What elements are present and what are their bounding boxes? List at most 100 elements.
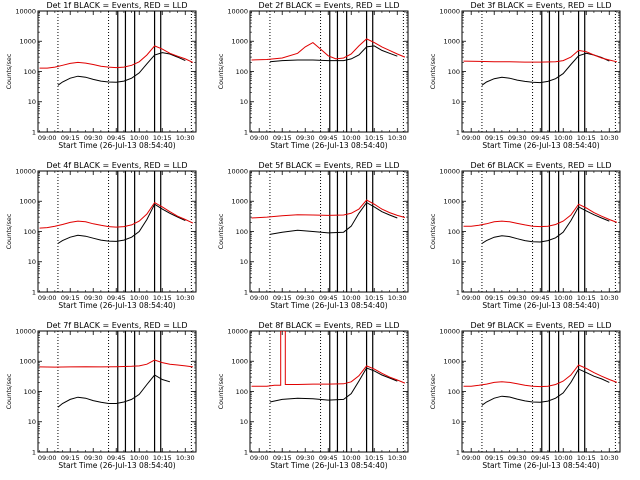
plot-frame xyxy=(249,330,409,453)
x-axis-label: Start Time (26-Jul-13 08:54:40) xyxy=(58,461,175,470)
x-tick-label: 09:15 xyxy=(273,134,292,142)
panel-1: 1 10 100 1000 10000 09:00 09:15 09:30 09:45 10:00… xyxy=(5,1,197,150)
x-tick-label: 10:15 xyxy=(153,294,172,302)
y-tick-label: 1000 xyxy=(19,38,36,46)
y-axis-label: Counts/sec xyxy=(5,213,13,249)
y-axis-label: Counts/sec xyxy=(5,53,13,89)
x-tick-label: 09:30 xyxy=(508,134,527,142)
y-tick-label: 100 xyxy=(236,388,248,396)
x-tick-label: 09:30 xyxy=(296,294,315,302)
plot-frame xyxy=(37,330,197,453)
series-line-red xyxy=(463,203,618,228)
x-tick-label: 09:15 xyxy=(485,454,504,462)
panel-5: 1 10 100 1000 10000 09:00 09:15 09:30 09:45 10:00… xyxy=(217,161,409,310)
y-tick-label: 100 xyxy=(448,68,460,76)
x-axis-label: Start Time (26-Jul-13 08:54:40) xyxy=(58,301,175,310)
x-tick-label: 10:30 xyxy=(600,134,619,142)
chart-title: Det 9f BLACK = Events, RED = LLD xyxy=(470,321,611,330)
plot-frame xyxy=(461,10,621,133)
x-tick-label: 10:15 xyxy=(365,134,384,142)
y-tick-label: 1 xyxy=(244,448,248,456)
y-tick-label: 10 xyxy=(28,418,36,426)
x-tick-label: 09:00 xyxy=(462,294,481,302)
chart-title: Det 3f BLACK = Events, RED = LLD xyxy=(470,1,611,10)
series-line-black xyxy=(57,374,171,408)
plot-frame xyxy=(37,10,197,133)
data-area xyxy=(463,331,618,452)
panel-9: 1 10 100 1000 10000 09:00 09:15 09:30 09:45 10:00… xyxy=(429,321,621,470)
panel-7: 1 10 100 1000 10000 09:00 09:15 09:30 09:45 10:00… xyxy=(5,321,197,470)
x-tick-label: 09:15 xyxy=(273,454,292,462)
y-tick-label: 10 xyxy=(240,98,248,106)
series-line-red xyxy=(39,201,194,229)
series-line-black xyxy=(269,45,398,63)
x-tick-label: 10:30 xyxy=(176,294,195,302)
x-tick-label: 10:30 xyxy=(600,454,619,462)
y-tick-label: 10 xyxy=(28,98,36,106)
series-line-red xyxy=(39,359,193,368)
x-tick-label: 09:00 xyxy=(462,454,481,462)
chart-title: Det 1f BLACK = Events, RED = LLD xyxy=(46,1,187,10)
series-line-black xyxy=(481,206,610,244)
series-line-black xyxy=(57,52,186,86)
y-axis-label: Counts/sec xyxy=(429,213,437,249)
data-area xyxy=(39,11,194,132)
series-line-black xyxy=(269,201,398,235)
y-tick-label: 1000 xyxy=(231,358,248,366)
series-line-red xyxy=(463,364,618,388)
x-tick-label: 10:15 xyxy=(153,134,172,142)
x-tick-label: 09:45 xyxy=(319,134,338,142)
y-tick-label: 10000 xyxy=(439,327,460,335)
x-tick-label: 10:15 xyxy=(153,454,172,462)
y-tick-label: 1000 xyxy=(19,358,36,366)
panel-2: 1 10 100 1000 10000 09:00 09:15 09:30 09:45 10:00… xyxy=(217,1,409,150)
x-tick-label: 09:00 xyxy=(38,134,57,142)
y-axis-label: Counts/sec xyxy=(217,53,225,89)
plot-frame xyxy=(37,170,197,293)
y-tick-label: 10000 xyxy=(15,167,36,175)
chart-title: Det 7f BLACK = Events, RED = LLD xyxy=(46,321,187,330)
x-tick-label: 10:15 xyxy=(577,454,596,462)
x-tick-label: 09:45 xyxy=(531,134,550,142)
y-tick-label: 10000 xyxy=(15,327,36,335)
series-line-red xyxy=(463,49,618,63)
y-tick-label: 10 xyxy=(240,418,248,426)
series-line-black xyxy=(269,367,398,403)
x-tick-label: 10:00 xyxy=(554,294,573,302)
x-tick-label: 10:00 xyxy=(130,454,149,462)
x-tick-label: 09:00 xyxy=(462,134,481,142)
plot-frame xyxy=(461,170,621,293)
y-tick-label: 100 xyxy=(236,228,248,236)
y-tick-label: 10 xyxy=(452,98,460,106)
x-tick-label: 10:15 xyxy=(365,294,384,302)
y-tick-label: 1000 xyxy=(231,198,248,206)
x-tick-label: 09:30 xyxy=(296,134,315,142)
x-tick-label: 09:45 xyxy=(107,134,126,142)
chart-title: Det 4f BLACK = Events, RED = LLD xyxy=(46,161,187,170)
chart-title: Det 2f BLACK = Events, RED = LLD xyxy=(258,1,399,10)
x-tick-label: 10:30 xyxy=(388,294,407,302)
x-tick-label: 10:30 xyxy=(388,134,407,142)
x-tick-label: 10:30 xyxy=(388,454,407,462)
plot-frame xyxy=(249,10,409,133)
y-tick-label: 10000 xyxy=(227,327,248,335)
chart-title: Det 8f BLACK = Events, RED = LLD xyxy=(258,321,399,330)
y-tick-label: 1 xyxy=(456,128,460,136)
panel-6: 1 10 100 1000 10000 09:00 09:15 09:30 09:45 10:00… xyxy=(429,161,621,310)
y-tick-label: 100 xyxy=(236,68,248,76)
y-tick-label: 10000 xyxy=(15,7,36,15)
y-tick-label: 10000 xyxy=(439,7,460,15)
x-tick-label: 09:00 xyxy=(250,454,269,462)
x-tick-label: 10:30 xyxy=(176,134,195,142)
y-tick-label: 100 xyxy=(24,68,36,76)
data-area xyxy=(39,171,194,292)
x-axis-label: Start Time (26-Jul-13 08:54:40) xyxy=(58,141,175,150)
x-axis-label: Start Time (26-Jul-13 08:54:40) xyxy=(270,141,387,150)
chart-title: Det 6f BLACK = Events, RED = LLD xyxy=(470,161,611,170)
x-tick-label: 09:15 xyxy=(485,134,504,142)
panel-8: 1 10 100 1000 10000 09:00 09:15 09:30 09:45 10:00… xyxy=(217,321,409,470)
y-tick-label: 100 xyxy=(448,388,460,396)
x-tick-label: 09:15 xyxy=(61,454,80,462)
series-line-red xyxy=(251,331,406,387)
x-axis-label: Start Time (26-Jul-13 08:54:40) xyxy=(482,461,599,470)
